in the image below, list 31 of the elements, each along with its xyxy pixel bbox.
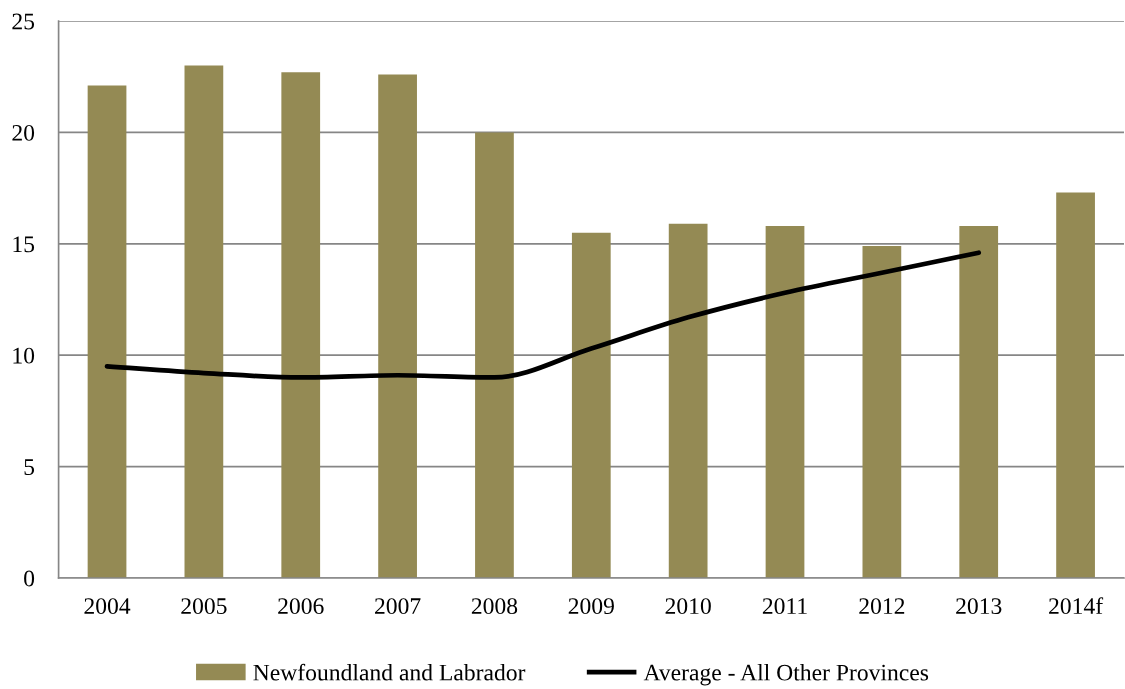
y-tick-label: 25 — [12, 13, 35, 30]
x-tick-label: 2005 — [181, 598, 227, 615]
x-tick-label: 2006 — [278, 598, 324, 615]
legend-label: Newfoundland and Labrador — [253, 663, 526, 681]
bar — [87, 85, 127, 578]
bar — [959, 225, 999, 578]
y-tick-label: 10 — [13, 347, 35, 364]
x-tick-label: 2011 — [762, 598, 807, 615]
x-tick-label: 2012 — [859, 598, 905, 615]
y-tick-label: 5 — [24, 459, 35, 476]
x-tick-label: 2008 — [471, 598, 518, 615]
bar — [765, 225, 805, 578]
x-tick-label: 2010 — [665, 598, 711, 615]
bar — [668, 223, 708, 578]
x-tick-label: 2009 — [568, 598, 614, 615]
legend-label: Average - All Other Provinces — [643, 663, 929, 686]
bar — [184, 65, 224, 578]
bar — [862, 246, 902, 578]
x-tick-label: 2013 — [956, 598, 1002, 615]
x-tick-label: 2007 — [375, 598, 421, 615]
y-tick-label: 20 — [12, 124, 35, 141]
y-tick-label: 0 — [24, 570, 35, 587]
bar — [378, 74, 417, 578]
x-tick-label: 2004 — [84, 598, 131, 615]
line-series — [104, 250, 982, 380]
y-tick-label: 15 — [13, 236, 35, 253]
bar — [475, 132, 514, 578]
bar — [1056, 192, 1095, 578]
x-tick-label: 2014f — [1049, 597, 1104, 615]
bar — [281, 72, 321, 578]
bar — [571, 232, 611, 578]
